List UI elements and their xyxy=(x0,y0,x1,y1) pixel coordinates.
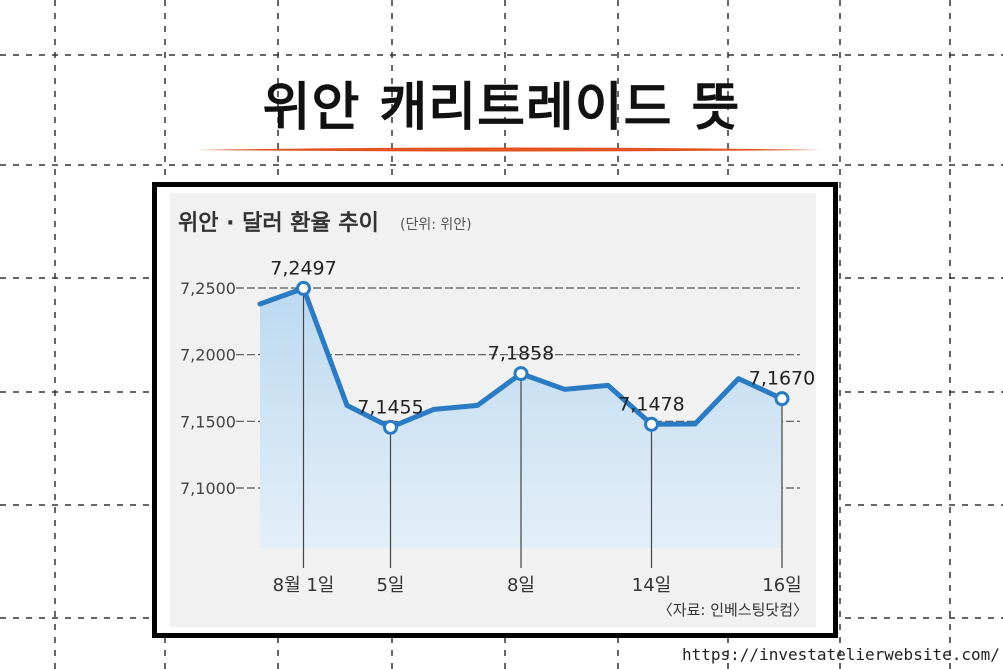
data-label: 7,1455 xyxy=(357,396,423,418)
x-tick-label: 14일 xyxy=(632,575,671,596)
y-tick-label: 7,2000 xyxy=(180,346,236,365)
url-watermark[interactable]: https://investatelierwebsite.com/ xyxy=(682,645,1000,664)
x-tick-label: 5일 xyxy=(376,575,404,596)
chart-source: 〈자료: 인베스팅닷컴〉 xyxy=(657,601,808,619)
data-point-marker xyxy=(774,391,790,407)
y-tick-label: 7,2500 xyxy=(180,279,236,298)
data-point-marker xyxy=(513,366,529,382)
data-point-marker xyxy=(383,419,398,435)
chart-unit-label: (단위: 위안) xyxy=(400,217,472,233)
data-label: 7,1858 xyxy=(488,343,554,365)
x-tick-label: 8일 xyxy=(507,575,535,596)
data-label: 7,2497 xyxy=(270,257,336,279)
x-tick-label: 8월 1일 xyxy=(273,575,335,596)
title-underline xyxy=(196,147,822,152)
data-point-marker xyxy=(644,416,659,432)
x-tick-label: 16일 xyxy=(762,575,801,596)
page-title: 위안 캐리트레이드 뜻 xyxy=(262,78,741,138)
y-tick-label: 7,1000 xyxy=(180,479,236,498)
data-label: 7,1670 xyxy=(749,368,815,390)
y-tick-label: 7,1500 xyxy=(180,412,236,431)
data-label: 7,1478 xyxy=(618,393,684,415)
data-point-marker xyxy=(296,280,311,296)
chart-title: 위안 · 달러 환율 추이 xyxy=(178,211,379,236)
